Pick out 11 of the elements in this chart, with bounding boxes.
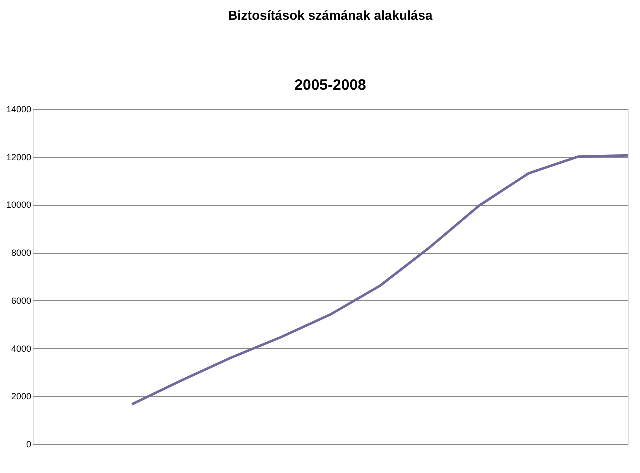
y-tick-label: 0 [26,440,32,450]
y-tick-label: 14000 [6,104,32,114]
y-tick-label: 6000 [11,296,32,306]
y-tick-label: 8000 [11,248,32,258]
y-tick-label: 2000 [11,392,32,402]
line-series [130,154,630,406]
y-tick-label: 12000 [6,152,32,162]
chart-subtitle: 2005-2008 [294,77,366,94]
y-tick-label: 4000 [11,344,32,354]
chart-title: Biztosítások számának alakulása [228,8,434,23]
y-tick-label: 10000 [6,200,32,210]
